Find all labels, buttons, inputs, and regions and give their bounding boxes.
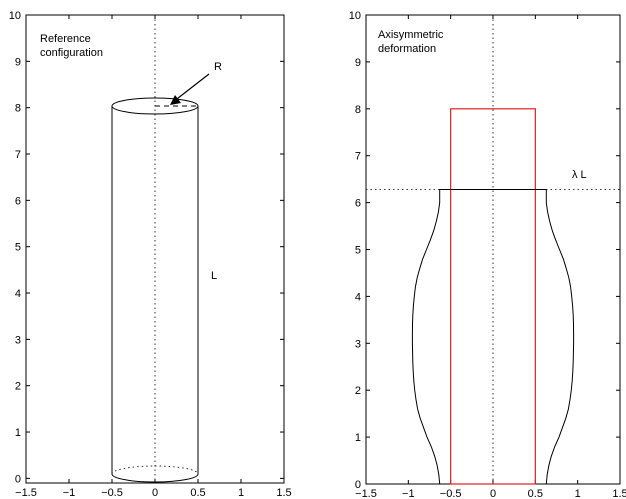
- y-tick-label: 7: [355, 151, 361, 163]
- y-tick-label: 3: [15, 334, 21, 346]
- radius-arrow: [172, 73, 210, 103]
- y-tick-label: 8: [15, 103, 21, 115]
- left-y-ticks: [26, 14, 284, 479]
- x-tick-label: 0.5: [190, 487, 205, 499]
- cylinder-top-ellipse: [111, 97, 199, 115]
- x-tick-label: −1.5: [15, 487, 37, 499]
- x-tick-label: 0.5: [528, 488, 543, 499]
- y-tick-label: 9: [15, 56, 21, 68]
- y-tick-label: 10: [349, 10, 361, 22]
- x-tick-label: −1: [63, 487, 76, 499]
- right-panel: −1.5 −1 −0.5 0 0.5 1 1.5 0 1 2 3 4 5 6 7 8 9 10 Axisymme…: [349, 10, 626, 499]
- y-tick-label: 4: [15, 288, 21, 300]
- x-tick-label: −0.5: [440, 488, 462, 499]
- right-annotation-line2: deformation: [378, 43, 436, 55]
- y-tick-label: 4: [355, 291, 361, 303]
- right-y-tick-labels: 0 1 2 3 4 5 6 7 8 9 10: [349, 10, 361, 491]
- x-tick-label: 0: [152, 487, 158, 499]
- left-panel: −1.5 −1 −0.5 0 0.5 1 1.5 0 1 2 3 4 5 6 7 8 9 10 Referenc…: [9, 10, 292, 499]
- y-tick-label: 10: [9, 10, 21, 22]
- x-tick-label: −1: [402, 488, 415, 499]
- x-tick-label: −1.5: [355, 488, 377, 499]
- y-tick-label: 2: [355, 385, 361, 397]
- x-tick-label: 0: [490, 488, 496, 499]
- y-tick-label: 9: [355, 57, 361, 69]
- left-annotation-line2: configuration: [40, 47, 103, 59]
- x-tick-label: 1: [575, 488, 581, 499]
- y-tick-label: 8: [355, 104, 361, 116]
- y-tick-label: 1: [355, 432, 361, 444]
- stretch-label: λ L: [572, 169, 587, 181]
- radius-label: R: [214, 61, 222, 73]
- y-tick-label: 5: [15, 242, 21, 254]
- y-tick-label: 6: [355, 198, 361, 210]
- y-tick-label: 7: [15, 149, 21, 161]
- radius-arrowhead: [170, 95, 181, 105]
- left-x-ticks: [25, 15, 285, 483]
- y-tick-label: 0: [15, 473, 21, 485]
- cylinder-bottom-back-arc: [111, 465, 199, 475]
- right-annotation-line1: Axisymmetric: [378, 29, 444, 41]
- y-tick-label: 2: [15, 381, 21, 393]
- x-tick-label: 1: [238, 487, 244, 499]
- left-x-tick-labels: −1.5 −1 −0.5 0 0.5 1 1.5: [15, 487, 292, 499]
- y-tick-label: 6: [15, 195, 21, 207]
- left-annotation-line1: Reference: [40, 33, 91, 45]
- right-y-ticks: [366, 14, 620, 485]
- left-y-tick-labels: 0 1 2 3 4 5 6 7 8 9 10: [9, 10, 21, 485]
- deformed-profile-curve: [411, 189, 575, 485]
- y-tick-label: 1: [15, 427, 21, 439]
- cylinder-bottom-front-arc: [111, 473, 199, 483]
- x-tick-label: 1.5: [612, 488, 626, 499]
- x-tick-label: −0.5: [101, 487, 123, 499]
- right-x-tick-labels: −1.5 −1 −0.5 0 0.5 1 1.5: [355, 488, 626, 499]
- reference-configuration-rect: [450, 108, 536, 485]
- length-label: L: [211, 270, 217, 282]
- y-tick-label: 5: [355, 245, 361, 257]
- y-tick-label: 3: [355, 338, 361, 350]
- y-tick-label: 0: [355, 479, 361, 491]
- x-tick-label: 1.5: [276, 487, 291, 499]
